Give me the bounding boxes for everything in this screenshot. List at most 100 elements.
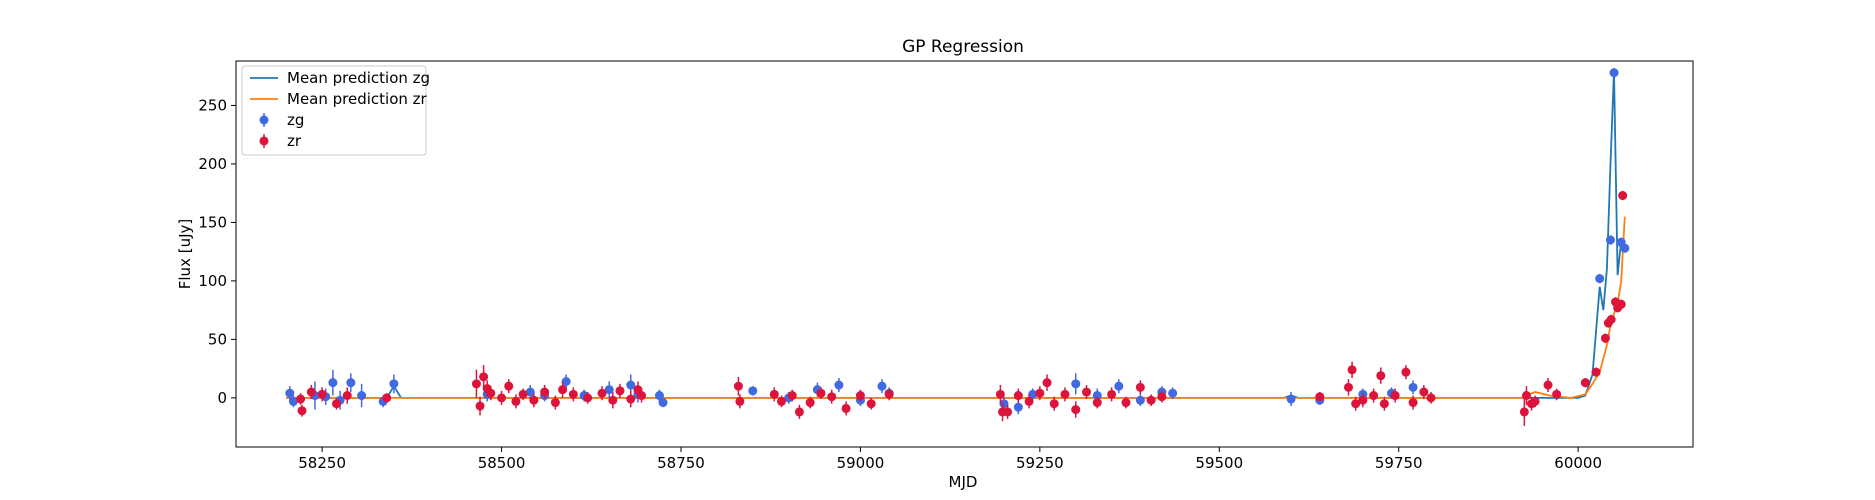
zr-point bbox=[296, 394, 306, 404]
x-tick-label: 58750 bbox=[657, 454, 705, 472]
y-tick-label: 50 bbox=[208, 330, 227, 348]
zg-point bbox=[1013, 402, 1023, 412]
y-axis-ticks: 0 50 100 150 200 250 bbox=[198, 96, 236, 407]
zr-point bbox=[1082, 387, 1092, 397]
legend-label: Mean prediction zg bbox=[287, 69, 430, 87]
zr-point bbox=[471, 379, 481, 389]
zr-point bbox=[1024, 396, 1034, 406]
zr-point bbox=[805, 398, 815, 408]
zr-point bbox=[1600, 333, 1610, 343]
zr-point bbox=[1035, 388, 1045, 398]
zg-point bbox=[1605, 235, 1615, 245]
zg-point bbox=[877, 381, 887, 391]
zr-point bbox=[1521, 391, 1531, 401]
zr-point bbox=[1146, 395, 1156, 405]
zr-point bbox=[794, 407, 804, 417]
plot-area bbox=[285, 68, 1630, 426]
legend-label: zg bbox=[287, 111, 304, 129]
zr-point bbox=[583, 393, 593, 403]
x-tick-label: 59500 bbox=[1195, 454, 1243, 472]
legend-label: Mean prediction zr bbox=[287, 90, 428, 108]
zr-point bbox=[382, 393, 392, 403]
zr-point bbox=[866, 399, 876, 409]
zr-point bbox=[1376, 371, 1386, 381]
zr-point bbox=[1618, 191, 1628, 201]
zr-point bbox=[816, 388, 826, 398]
zr-point bbox=[558, 385, 568, 395]
zg-point bbox=[288, 396, 298, 406]
zr-point bbox=[331, 399, 341, 409]
zr-point bbox=[540, 387, 550, 397]
zr-point bbox=[479, 372, 489, 382]
y-axis-label: Flux [uJy] bbox=[176, 219, 194, 289]
zr-point bbox=[1121, 398, 1131, 408]
legend: Mean prediction zg Mean prediction zr zg zr bbox=[241, 65, 430, 156]
y-tick-label: 0 bbox=[217, 389, 227, 407]
zr-point bbox=[841, 403, 851, 413]
zr-point bbox=[995, 389, 1005, 399]
zr-point bbox=[1060, 389, 1070, 399]
zr-point bbox=[855, 391, 865, 401]
zg-point bbox=[1092, 391, 1102, 401]
zr-point bbox=[1003, 407, 1013, 417]
zg-point bbox=[1028, 389, 1038, 399]
x-axis-label: MJD bbox=[949, 473, 978, 491]
observation-points bbox=[285, 68, 1630, 426]
zr-point bbox=[317, 389, 327, 399]
zg-point bbox=[1408, 382, 1418, 392]
x-tick-label: 59000 bbox=[837, 454, 885, 472]
zr-point bbox=[787, 391, 797, 401]
zr-point bbox=[827, 392, 837, 402]
zr-point bbox=[486, 388, 496, 398]
zr-point bbox=[1347, 365, 1357, 375]
y-tick-label: 200 bbox=[198, 155, 227, 173]
zr-point bbox=[504, 381, 514, 391]
zr-point bbox=[735, 396, 745, 406]
y-tick-label: 150 bbox=[198, 213, 227, 231]
zr-point bbox=[1042, 378, 1052, 388]
zr-point bbox=[884, 389, 894, 399]
zr-point bbox=[1369, 391, 1379, 401]
axes-frame bbox=[235, 60, 1694, 448]
zg-point bbox=[1168, 388, 1178, 398]
zr-point bbox=[1419, 387, 1429, 397]
y-tick-label: 250 bbox=[198, 96, 227, 114]
zr-point bbox=[1135, 382, 1145, 392]
zr-point bbox=[529, 395, 539, 405]
zg-point bbox=[834, 380, 844, 390]
zr-point bbox=[1049, 399, 1059, 409]
zr-point bbox=[1107, 389, 1117, 399]
zr-point bbox=[1358, 395, 1368, 405]
zr-point bbox=[1519, 407, 1529, 417]
zr-point bbox=[1315, 392, 1325, 402]
zr-point bbox=[1606, 315, 1616, 325]
chart-title: GP Regression bbox=[902, 37, 1024, 57]
zg-point bbox=[525, 387, 535, 397]
zg-point bbox=[561, 376, 571, 386]
zg-point bbox=[389, 379, 399, 389]
zr-point bbox=[568, 389, 578, 399]
zr-point bbox=[626, 394, 636, 404]
zg-point bbox=[654, 391, 664, 401]
zr-point bbox=[1591, 367, 1601, 377]
zr-point bbox=[1530, 396, 1540, 406]
legend-marker-swatch bbox=[259, 115, 269, 125]
zr-point bbox=[1071, 405, 1081, 415]
zg-point bbox=[1114, 381, 1124, 391]
x-tick-label: 58250 bbox=[298, 454, 346, 472]
zg-point bbox=[285, 388, 295, 398]
zg-point bbox=[658, 398, 668, 408]
x-tick-label: 59750 bbox=[1375, 454, 1423, 472]
x-tick-label: 60000 bbox=[1554, 454, 1602, 472]
zr-point bbox=[1426, 393, 1436, 403]
y-tick-label: 100 bbox=[198, 272, 227, 290]
zr-point bbox=[475, 401, 485, 411]
zr-point bbox=[497, 393, 507, 403]
zr-point bbox=[1616, 299, 1626, 309]
legend-marker-swatch bbox=[259, 136, 269, 146]
x-tick-label: 59250 bbox=[1016, 454, 1064, 472]
zr-point bbox=[511, 396, 521, 406]
zr-point bbox=[1408, 398, 1418, 408]
zr-point bbox=[1552, 389, 1562, 399]
